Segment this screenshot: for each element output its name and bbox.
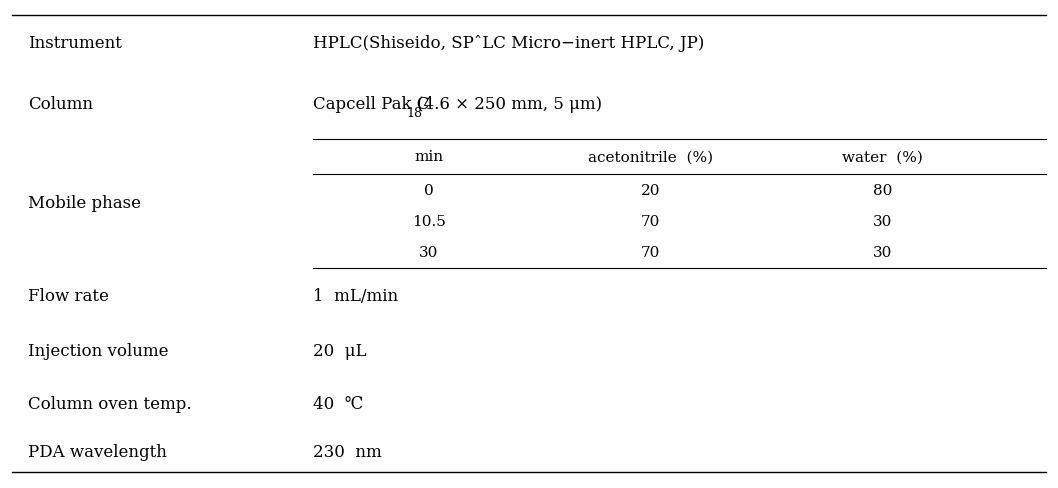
Text: Injection volume: Injection volume — [28, 342, 168, 359]
Text: 18: 18 — [406, 107, 422, 120]
Text: 30: 30 — [873, 214, 892, 228]
Text: Column: Column — [28, 96, 93, 113]
Text: 30: 30 — [873, 245, 892, 260]
Text: Capcell Pak C: Capcell Pak C — [313, 96, 430, 113]
Text: min: min — [414, 150, 443, 164]
Text: 80: 80 — [873, 183, 892, 197]
Text: water  (%): water (%) — [842, 150, 923, 164]
Text: 1  mL/min: 1 mL/min — [313, 288, 398, 305]
Text: Mobile phase: Mobile phase — [28, 194, 141, 211]
Text: (4.6 × 250 mm, 5 μm): (4.6 × 250 mm, 5 μm) — [417, 96, 602, 113]
Text: 70: 70 — [641, 214, 660, 228]
Text: Flow rate: Flow rate — [28, 288, 109, 305]
Text: HPLC(Shiseido, SPˆLC Micro−inert HPLC, JP): HPLC(Shiseido, SPˆLC Micro−inert HPLC, J… — [313, 35, 704, 52]
Text: 0: 0 — [424, 183, 434, 197]
Text: 230  nm: 230 nm — [313, 443, 382, 460]
Text: PDA wavelength: PDA wavelength — [28, 443, 167, 460]
Text: 20: 20 — [640, 183, 660, 197]
Text: 30: 30 — [419, 245, 438, 260]
Text: Instrument: Instrument — [28, 35, 122, 52]
Text: 40  ℃: 40 ℃ — [313, 396, 363, 413]
Text: acetonitrile  (%): acetonitrile (%) — [588, 150, 713, 164]
Text: 10.5: 10.5 — [412, 214, 445, 228]
Text: 70: 70 — [641, 245, 660, 260]
Text: 20  μL: 20 μL — [313, 342, 366, 359]
Text: Column oven temp.: Column oven temp. — [28, 396, 191, 413]
